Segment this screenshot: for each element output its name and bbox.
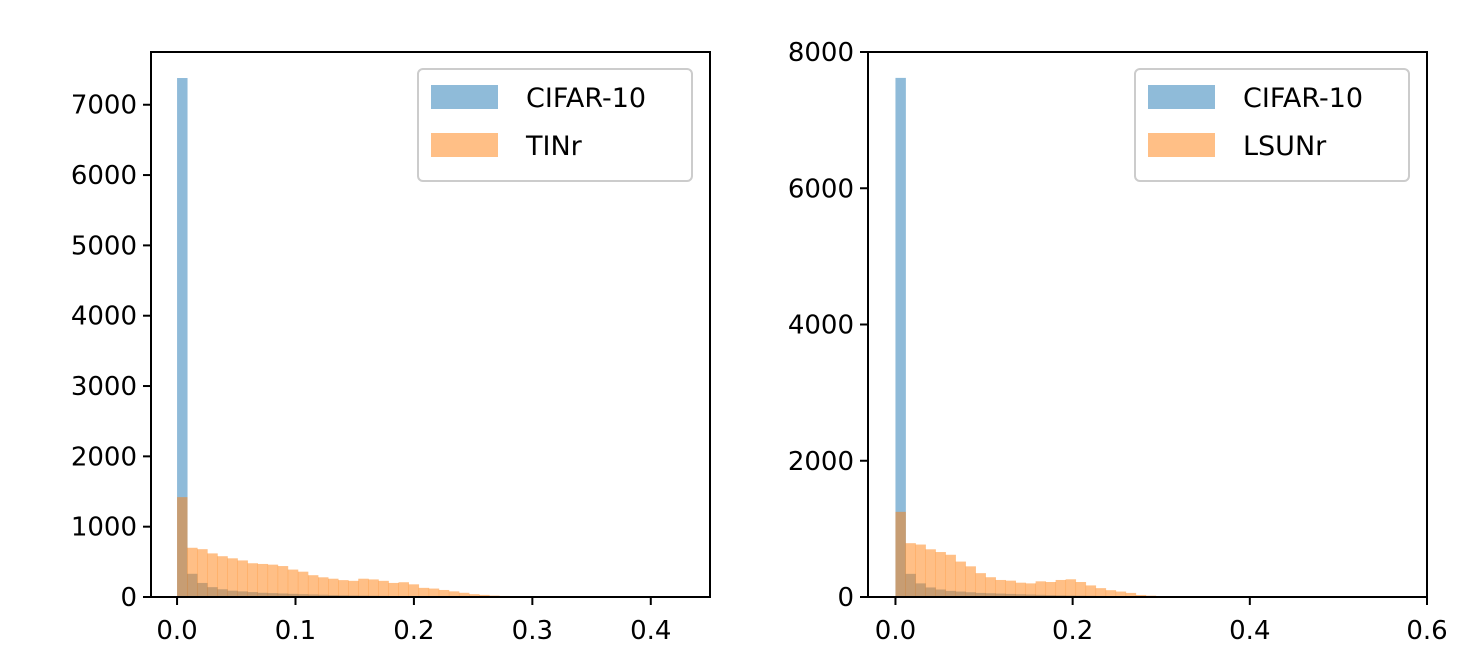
y-tick-label: 8000 [788, 38, 854, 68]
histogram-bar [925, 549, 936, 597]
histogram-bar [277, 566, 289, 597]
y-tick-label: 6000 [788, 174, 854, 204]
histogram-bar [418, 587, 430, 597]
histogram-bar [895, 77, 906, 597]
histogram-bar [207, 553, 218, 597]
histogram-bar [267, 564, 279, 597]
y-tick-label: 2000 [788, 447, 854, 477]
histogram-bar [1135, 594, 1147, 597]
series-ood-right [895, 511, 1187, 598]
histogram-bar [1045, 582, 1057, 597]
histogram-bar [408, 584, 420, 597]
histogram-bar [895, 511, 906, 597]
histogram-bar [448, 591, 460, 597]
y-tick-label: 0 [120, 583, 137, 613]
histogram-bar [1125, 592, 1137, 597]
legend-label: CIFAR-10 [526, 83, 646, 114]
histogram-bar [1025, 583, 1037, 598]
legend-label: TINr [525, 131, 583, 162]
histogram-bar [1105, 590, 1117, 597]
histogram-bar [1055, 579, 1067, 597]
y-tick-label: 4000 [788, 311, 854, 341]
legend-label: LSUNr [1243, 131, 1327, 162]
legend-swatch [431, 85, 498, 109]
legend-swatch [431, 133, 498, 157]
x-tick-label: 0.2 [393, 616, 434, 646]
x-tick-label: 0.0 [156, 616, 197, 646]
histogram-bar [995, 579, 1006, 597]
histogram-bar [177, 497, 188, 597]
x-tick-label: 0.1 [275, 616, 316, 646]
histogram-bar [257, 563, 269, 597]
histogram-bar [438, 589, 450, 597]
histogram-bar [1085, 585, 1097, 597]
x-tick-label: 0.4 [630, 616, 671, 646]
y-tick-label: 1000 [71, 513, 137, 543]
histogram-bar [985, 577, 996, 597]
histogram-bar [955, 561, 966, 597]
histogram-bar [217, 556, 228, 597]
histogram-bar [348, 580, 359, 597]
x-tick-label: 0.4 [1229, 616, 1270, 646]
legend: CIFAR-10 TINr [417, 68, 693, 182]
histogram-bar [287, 569, 299, 597]
histogram-bar [965, 566, 976, 597]
legend-swatch [1148, 85, 1215, 109]
histogram-bar [1115, 591, 1127, 597]
histogram-bar [1005, 580, 1016, 597]
histogram-bar [338, 580, 349, 597]
chart-left: 0.0 0.1 0.2 0.3 0.4 0 1000 2000 3000 4000 5000 6000… [71, 51, 711, 646]
histogram-bar [428, 588, 440, 597]
y-tick-label: 0 [837, 583, 854, 613]
histogram-bar [177, 78, 188, 597]
histogram-bar [1075, 582, 1087, 597]
histogram-bar [358, 578, 369, 597]
histogram-bar [935, 552, 946, 597]
y-tick-label: 4000 [71, 302, 137, 332]
histogram-bar [945, 554, 956, 597]
x-tick-label: 0.3 [512, 616, 553, 646]
histogram-bar [1015, 582, 1026, 597]
histogram-bar [378, 580, 389, 597]
axes-frame [150, 51, 711, 598]
histogram-bar [388, 582, 399, 597]
histogram-bar [368, 579, 379, 597]
x-tick-label: 0.2 [1052, 616, 1093, 646]
y-tick-label: 7000 [71, 91, 137, 121]
histogram-bar [1065, 579, 1077, 597]
y-tick-label: 2000 [71, 442, 137, 472]
histogram-bar [247, 563, 258, 597]
legend: CIFAR-10 LSUNr [1134, 68, 1410, 182]
histogram-bar [975, 573, 986, 597]
series-ood-left [177, 497, 611, 597]
histogram-bar [1035, 581, 1047, 597]
x-tick-label: 0.0 [875, 616, 916, 646]
histogram-bar [307, 575, 319, 597]
histogram-bar [297, 571, 309, 597]
chart-right: 0.0 0.2 0.4 0.6 0 2000 4000 6000 8000 CIFAR-10 LSU… [788, 38, 1448, 646]
histogram-bar [197, 549, 208, 597]
histogram-bar [328, 578, 339, 597]
histogram-bar [187, 547, 198, 597]
legend-swatch [1148, 133, 1215, 157]
y-tick-label: 6000 [71, 161, 137, 191]
histogram-bar [915, 544, 926, 597]
y-tick-label: 5000 [71, 231, 137, 261]
histogram-bar [227, 558, 238, 597]
histogram-bar [905, 543, 916, 597]
legend-label: CIFAR-10 [1243, 83, 1363, 114]
histogram-bar [458, 592, 470, 597]
histogram-bar [237, 560, 248, 597]
histogram-bar [1095, 588, 1107, 597]
histogram-bar [398, 582, 409, 597]
y-tick-label: 3000 [71, 372, 137, 402]
histogram-bar [468, 594, 480, 597]
x-tick-label: 0.6 [1406, 616, 1447, 646]
histogram-bar [479, 594, 490, 597]
histogram-bar [317, 577, 329, 597]
